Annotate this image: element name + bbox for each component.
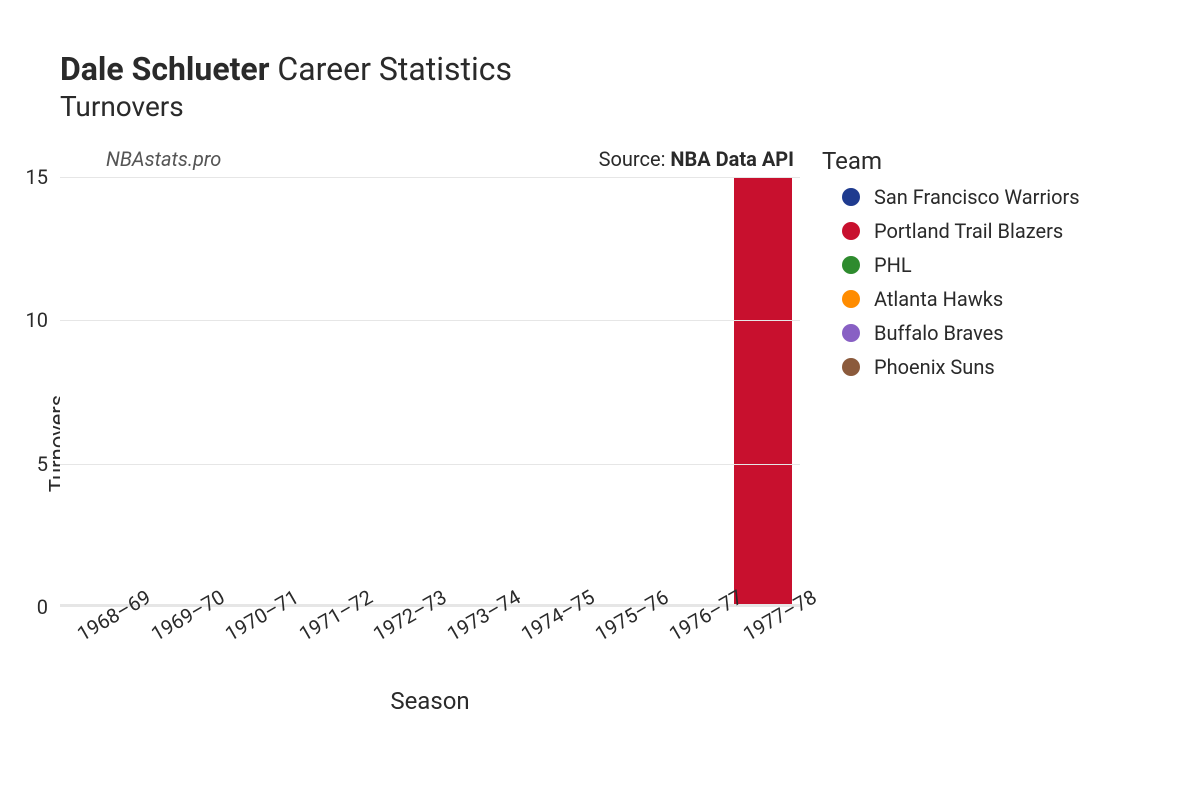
source-credit: Source: NBA Data API — [599, 147, 794, 171]
legend-title: Team — [822, 147, 1080, 175]
legend-items: San Francisco Warriors Portland Trail Bla… — [822, 185, 1080, 379]
bar-slot — [430, 177, 504, 607]
legend-item: San Francisco Warriors — [822, 185, 1080, 209]
title-suffix: Career Statistics — [269, 50, 512, 88]
legend-item: Portland Trail Blazers — [822, 219, 1080, 243]
bar-slot — [726, 177, 800, 607]
bar-slot — [282, 177, 356, 607]
player-name: Dale Schlueter — [60, 50, 269, 88]
y-tick: 5 — [37, 452, 48, 476]
x-tick-slot: 1969–70 — [134, 607, 208, 677]
x-tick-slot: 1973–74 — [430, 607, 504, 677]
legend-label: Portland Trail Blazers — [874, 219, 1063, 243]
legend-swatch — [842, 188, 860, 206]
chart-subtitle: Turnovers — [60, 90, 1170, 123]
bars-layer — [60, 177, 800, 607]
grid-line — [60, 177, 800, 178]
source-prefix: Source: — [599, 147, 671, 171]
grid-line — [60, 320, 800, 321]
legend: Team San Francisco Warriors Portland Trai… — [822, 147, 1080, 715]
x-tick-slot: 1972–73 — [356, 607, 430, 677]
site-credit: NBAstats.pro — [66, 147, 221, 171]
legend-swatch — [842, 358, 860, 376]
x-tick-slot: 1977–78 — [726, 607, 800, 677]
chart-body: Turnovers NBAstats.pro Source: NBA Data … — [60, 147, 1170, 715]
bar — [734, 177, 792, 607]
plot-area: 051015 — [60, 177, 800, 607]
y-tick: 15 — [26, 165, 48, 189]
x-tick-slot: 1970–71 — [208, 607, 282, 677]
bar-slot — [356, 177, 430, 607]
subheader-row: NBAstats.pro Source: NBA Data API — [60, 147, 800, 177]
legend-swatch — [842, 222, 860, 240]
legend-label: Phoenix Suns — [874, 355, 995, 379]
bar-slot — [578, 177, 652, 607]
chart-title: Dale Schlueter Career Statistics — [60, 50, 1170, 88]
legend-swatch — [842, 290, 860, 308]
legend-item: PHL — [822, 253, 1080, 277]
legend-label: PHL — [874, 253, 912, 277]
legend-item: Buffalo Braves — [822, 321, 1080, 345]
bar-slot — [134, 177, 208, 607]
bar-slot — [208, 177, 282, 607]
y-tick: 0 — [37, 595, 48, 619]
x-axis-label: Season — [60, 687, 800, 715]
plot-column: Turnovers NBAstats.pro Source: NBA Data … — [60, 147, 800, 715]
y-tick: 10 — [26, 308, 48, 332]
legend-item: Atlanta Hawks — [822, 287, 1080, 311]
x-tick-slot: 1971–72 — [282, 607, 356, 677]
legend-label: Buffalo Braves — [874, 321, 1004, 345]
legend-label: Atlanta Hawks — [874, 287, 1003, 311]
x-tick-slot: 1974–75 — [504, 607, 578, 677]
x-tick-slot: 1968–69 — [60, 607, 134, 677]
legend-swatch — [842, 256, 860, 274]
legend-item: Phoenix Suns — [822, 355, 1080, 379]
bar-slot — [504, 177, 578, 607]
grid-line — [60, 464, 800, 465]
x-tick-slot: 1976–77 — [652, 607, 726, 677]
chart-container: Dale Schlueter Career Statistics Turnove… — [0, 0, 1200, 800]
x-tick-row: 1968–691969–701970–711971–721972–731973–… — [60, 607, 800, 677]
legend-label: San Francisco Warriors — [874, 185, 1080, 209]
legend-swatch — [842, 324, 860, 342]
title-block: Dale Schlueter Career Statistics Turnove… — [60, 50, 1170, 123]
x-tick-slot: 1975–76 — [578, 607, 652, 677]
bar-slot — [652, 177, 726, 607]
source-name: NBA Data API — [670, 147, 794, 171]
bar-slot — [60, 177, 134, 607]
